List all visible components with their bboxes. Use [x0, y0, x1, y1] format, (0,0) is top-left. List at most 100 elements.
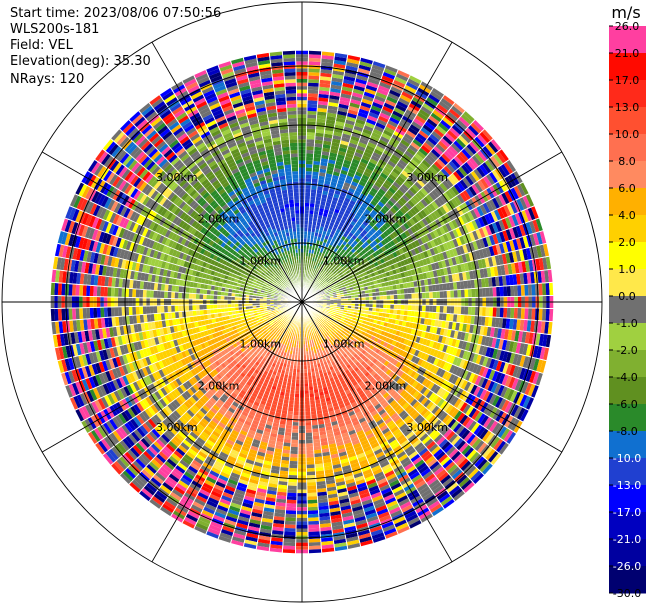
gate-cell	[477, 180, 486, 191]
gate-cell	[364, 148, 374, 155]
gate-cell	[382, 230, 389, 238]
gate-cell	[316, 258, 320, 263]
gate-cell	[499, 307, 504, 318]
gate-cell	[373, 215, 380, 223]
gate-cell	[318, 271, 322, 276]
gate-cell	[506, 160, 517, 173]
gate-cell	[396, 145, 406, 154]
gate-cell	[437, 140, 448, 151]
gate-cell	[321, 151, 330, 156]
gate-cell	[387, 160, 396, 168]
gate-cell	[495, 195, 504, 208]
gate-cell	[458, 135, 469, 146]
gate-cell	[314, 139, 323, 145]
gate-cell	[405, 130, 416, 139]
gate-cell	[391, 154, 400, 162]
gate-cell	[330, 87, 341, 94]
gate-cell	[442, 242, 449, 251]
gate-cell	[364, 226, 371, 233]
gate-cell	[331, 138, 341, 144]
gate-cell	[337, 225, 343, 231]
gate-cell	[429, 90, 442, 101]
gate-cell	[397, 69, 410, 79]
gate-cell	[451, 124, 463, 135]
gate-cell	[394, 191, 402, 200]
gate-cell	[307, 89, 319, 94]
gate-cell	[445, 202, 453, 212]
gate-cell	[345, 253, 351, 259]
gate-cell	[373, 261, 379, 267]
gate-cell	[296, 372, 301, 377]
gate-cell	[389, 116, 400, 125]
gate-cell	[524, 208, 533, 222]
gate-cell	[430, 112, 442, 123]
gate-cell	[304, 390, 310, 395]
gate-cell	[351, 95, 362, 102]
gate-cell	[390, 170, 399, 179]
gate-cell	[388, 259, 394, 266]
gate-cell	[372, 303, 377, 308]
gate-cell	[469, 141, 480, 153]
gate-cell	[513, 185, 523, 198]
gate-cell	[485, 200, 494, 212]
gate-cell	[340, 93, 352, 99]
gate-cell	[549, 282, 554, 296]
gate-cell	[331, 174, 339, 180]
gate-cell	[426, 118, 438, 128]
gate-cell	[404, 84, 417, 94]
gate-cell	[407, 78, 420, 88]
gate-cell	[463, 212, 472, 223]
gate-cell	[294, 393, 300, 398]
gate-cell	[323, 271, 328, 276]
gate-cell	[318, 175, 326, 181]
gate-cell	[407, 304, 412, 311]
gate-cell	[386, 304, 391, 309]
gate-cell	[327, 191, 334, 197]
gate-cell	[430, 177, 440, 187]
gate-cell	[426, 249, 433, 257]
gate-cell	[316, 221, 321, 227]
gate-cell	[377, 269, 383, 275]
gate-cell	[491, 170, 501, 182]
gate-cell	[496, 307, 501, 318]
gate-cell	[432, 109, 444, 120]
gate-cell	[410, 248, 417, 256]
gate-cell	[401, 214, 409, 223]
gate-cell	[390, 294, 395, 300]
gate-cell	[316, 186, 324, 191]
gate-cell	[331, 141, 340, 148]
gate-cell	[431, 148, 441, 158]
gate-cell	[404, 212, 412, 220]
gate-cell	[331, 215, 338, 221]
gate-cell	[380, 233, 387, 240]
gate-cell	[307, 513, 319, 518]
gate-cell	[378, 139, 388, 147]
gate-cell	[402, 204, 410, 213]
gate-cell	[363, 151, 372, 159]
gate-cell	[284, 435, 292, 440]
gate-cell	[319, 83, 331, 88]
gate-cell	[306, 142, 315, 147]
gate-cell	[386, 189, 394, 197]
gate-cell	[329, 207, 335, 212]
gate-cell	[416, 132, 427, 142]
gate-cell	[450, 198, 459, 208]
gate-cell	[405, 178, 414, 187]
gate-cell	[306, 146, 314, 151]
gate-cell	[376, 88, 389, 96]
gate-cell	[311, 279, 314, 284]
gate-cell	[392, 214, 399, 222]
gate-cell	[388, 187, 397, 195]
gate-cell	[286, 499, 297, 504]
gate-cell	[326, 169, 334, 175]
gate-cell	[442, 116, 454, 127]
gate-cell	[306, 245, 310, 250]
gate-cell	[359, 105, 371, 112]
gate-cell	[471, 184, 480, 195]
gate-cell	[500, 164, 511, 176]
gate-cell	[360, 158, 369, 165]
gate-cell	[384, 192, 392, 200]
gate-cell	[389, 89, 401, 98]
ppi-gates	[50, 50, 554, 554]
gate-cell	[332, 270, 337, 275]
